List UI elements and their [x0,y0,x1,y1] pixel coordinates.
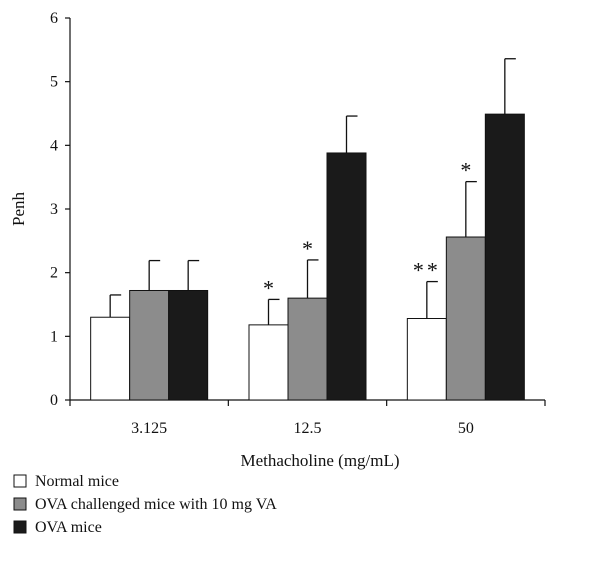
chart-bars: ***** [90,58,525,401]
significance-marker: * [460,158,471,183]
x-tick-label: 3.125 [131,420,167,437]
bar-normal-mice-0 [90,316,131,401]
bar-ova-mice-1 [326,152,367,401]
legend-label: OVA mice [35,519,102,536]
legend-label: OVA challenged mice with 10 mg VA [35,496,277,513]
y-tick-label: 3 [50,201,58,218]
y-axis-title: Penh [9,192,28,227]
significance-marker: * [302,236,313,261]
x-tick-label: 50 [458,420,474,437]
legend-label: Normal mice [35,473,119,490]
legend-swatch [13,474,27,488]
chart-legend: Normal mice OVA challenged mice with 10 m… [13,473,277,536]
significance-marker: * [263,275,274,300]
bar-ova-challenged-mice-with-10-mg-va-2 [445,236,486,401]
x-axis-title: Methacholine (mg/mL) [240,451,399,470]
bar-ova-mice-0 [168,289,209,401]
y-tick-label: 6 [50,10,58,27]
y-tick-label: 4 [50,137,58,154]
legend-swatch [13,520,27,534]
bar-normal-mice-2 [406,318,447,401]
y-tick-label: 1 [50,328,58,345]
legend-swatch [13,497,27,511]
y-tick-label: 0 [50,392,58,409]
significance-marker: ** [413,258,441,283]
y-tick-label: 5 [50,74,58,91]
bar-ova-challenged-mice-with-10-mg-va-1 [287,297,328,401]
bar-ova-mice-2 [484,113,525,401]
y-tick-label: 2 [50,265,58,282]
bar-ova-challenged-mice-with-10-mg-va-0 [129,289,170,401]
bar-normal-mice-1 [248,324,289,401]
x-tick-label: 12.5 [294,420,322,437]
